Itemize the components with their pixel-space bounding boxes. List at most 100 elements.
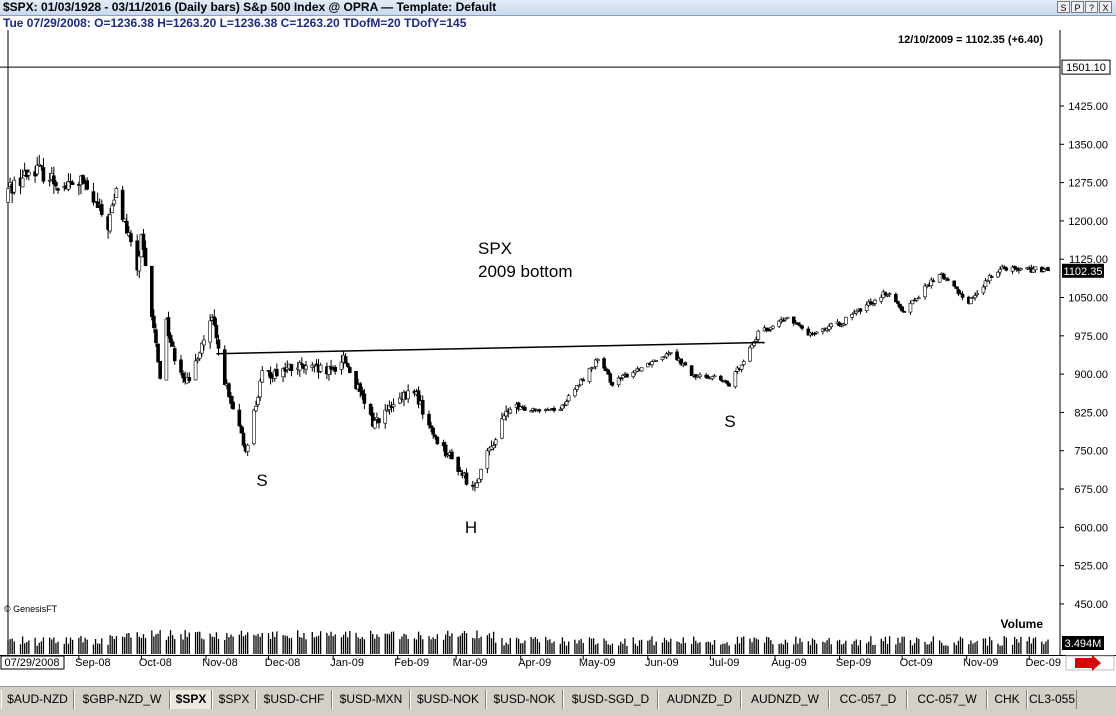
candle-body xyxy=(975,292,979,296)
p-button[interactable]: P xyxy=(1071,1,1084,13)
candle-body xyxy=(591,366,596,369)
candle-body xyxy=(329,366,333,370)
candle-body xyxy=(873,299,877,304)
candle-body xyxy=(923,285,927,298)
x-tick-label: Apr-09 xyxy=(518,657,551,669)
candle-body xyxy=(902,310,906,313)
candle-body xyxy=(858,308,863,312)
candle-body xyxy=(429,425,433,428)
candle-body xyxy=(427,413,431,426)
candle-body xyxy=(385,410,390,412)
scroll-right-arrow-icon xyxy=(1075,655,1101,671)
candle-body xyxy=(441,442,446,447)
symbol-tab[interactable]: AUDNZD_D xyxy=(658,690,741,709)
candle-body xyxy=(727,383,731,387)
candle-body xyxy=(869,301,873,305)
s-button[interactable]: S xyxy=(1057,1,1070,13)
candle-body xyxy=(693,374,698,378)
candle-body xyxy=(1004,267,1009,271)
candle-body xyxy=(227,383,231,397)
candle-body xyxy=(610,382,615,386)
candle-body xyxy=(52,175,56,185)
candle-body xyxy=(704,374,708,378)
symbol-tab[interactable]: $USD-NOK xyxy=(486,690,563,709)
close-button[interactable]: X xyxy=(1099,1,1112,13)
symbol-tab[interactable]: $SPX xyxy=(170,690,212,709)
candle-body xyxy=(756,330,761,340)
candle-body xyxy=(172,348,177,362)
candle-body xyxy=(664,353,669,358)
candle-body xyxy=(314,363,319,366)
symbol-tab[interactable]: AUDNZD_W xyxy=(741,690,829,709)
candle-body xyxy=(343,356,348,364)
x-tick-label: Feb-09 xyxy=(394,657,429,669)
candle-body xyxy=(406,390,410,400)
candle-body xyxy=(679,358,683,365)
x-tick-label: Mar-09 xyxy=(453,657,488,669)
candle-body xyxy=(110,205,115,213)
candle-body xyxy=(639,367,644,372)
candle-body xyxy=(370,412,375,427)
candle-body xyxy=(504,410,508,417)
candle-body xyxy=(616,377,621,386)
candle-body xyxy=(689,365,694,376)
candle-body xyxy=(777,320,781,327)
symbol-tab[interactable]: CL3-055 xyxy=(1027,690,1077,709)
candle-body xyxy=(164,318,169,381)
candle-body xyxy=(114,188,119,198)
price-chart[interactable]: 1501.10 1425.00 1350.00 1275.00 1200.00 1125.… xyxy=(0,30,1116,686)
candle-body xyxy=(231,401,235,410)
candle-body xyxy=(152,315,156,328)
candle-body xyxy=(112,199,117,205)
candle-body xyxy=(552,407,556,411)
candle-body xyxy=(360,390,365,396)
candle-body xyxy=(908,302,913,313)
x-tick-label: Jan-09 xyxy=(330,657,364,669)
candle-body xyxy=(573,388,577,397)
candle-body xyxy=(137,255,142,272)
candle-body xyxy=(1010,266,1015,272)
candle-body xyxy=(124,221,129,234)
symbol-tab[interactable]: CHK xyxy=(987,690,1027,709)
symbol-tab[interactable]: CC-057_D xyxy=(829,690,907,709)
candle-body xyxy=(195,358,200,362)
symbol-tab[interactable]: $GBP-NZD_W xyxy=(74,690,170,709)
candle-body xyxy=(769,327,773,330)
candle-body xyxy=(1025,267,1029,270)
help-button[interactable]: ? xyxy=(1085,1,1098,13)
symbol-tab[interactable]: $AUD-NZD xyxy=(1,690,74,709)
candle-body xyxy=(491,445,496,449)
volume-label: Volume xyxy=(1001,617,1044,631)
symbol-tab[interactable]: $USD-CHF xyxy=(256,690,332,709)
symbol-tab[interactable]: $USD-SGD_D xyxy=(563,690,658,709)
symbol-tab[interactable]: $USD-NOK xyxy=(410,690,486,709)
y-tick-label: 975.00 xyxy=(1074,331,1108,343)
candle-body xyxy=(81,175,85,184)
candle-body xyxy=(879,296,884,302)
last-price-box xyxy=(1062,263,1104,278)
symbol-tab[interactable]: CC-057_W xyxy=(907,690,987,709)
candle-body xyxy=(771,325,775,329)
candle-body xyxy=(996,271,1000,278)
candle-body xyxy=(431,427,435,435)
candle-body xyxy=(931,280,936,283)
candle-body xyxy=(973,295,977,299)
candle-body xyxy=(108,214,112,232)
candle-body xyxy=(435,436,440,445)
candle-body xyxy=(1031,268,1036,273)
candle-body xyxy=(791,316,796,324)
candle-body xyxy=(675,351,679,361)
candle-body xyxy=(839,324,844,327)
top-line-price-label: 1501.10 xyxy=(1066,62,1106,74)
candle-body xyxy=(654,360,658,362)
symbol-tab[interactable]: $SPX xyxy=(212,690,256,709)
symbol-tab[interactable]: $USD-MXN xyxy=(332,690,410,709)
candle-body xyxy=(537,409,542,412)
candle-body xyxy=(946,278,950,281)
candle-body xyxy=(956,289,961,294)
candle-body xyxy=(958,292,963,295)
candle-body xyxy=(1002,266,1007,269)
candle-body xyxy=(143,247,148,267)
candle-body xyxy=(20,177,25,188)
candle-body xyxy=(373,420,377,429)
